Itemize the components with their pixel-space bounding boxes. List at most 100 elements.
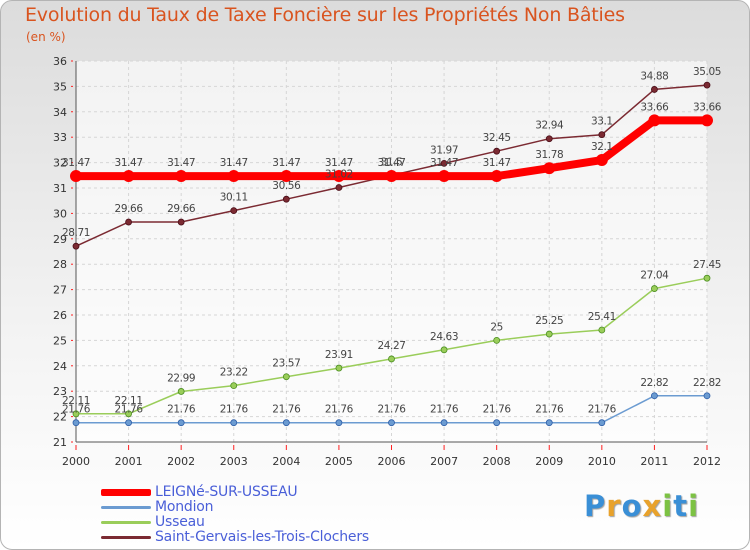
data-point <box>545 419 553 427</box>
data-point <box>490 170 503 183</box>
data-point <box>72 410 80 418</box>
data-label: 24.63 <box>430 331 458 343</box>
data-label: 32.94 <box>535 120 564 132</box>
y-tick-label: 29 <box>53 233 67 246</box>
data-point <box>651 86 658 93</box>
data-point <box>125 410 132 418</box>
data-label: 31.5 <box>381 156 403 168</box>
data-label: 21.76 <box>588 404 617 416</box>
y-tick-label: 36 <box>53 55 67 68</box>
data-label: 29.66 <box>115 203 144 215</box>
data-label: 31.97 <box>430 144 458 156</box>
data-label: 32.1 <box>591 141 613 153</box>
data-point <box>651 392 658 400</box>
data-point <box>230 419 238 427</box>
y-tick-label: 32 <box>53 157 67 170</box>
legend-item-saint-gervais[interactable]: Saint-Gervais-les-Trois-Clochers <box>101 529 401 545</box>
data-label: 22.82 <box>693 377 721 389</box>
x-tick-label: 2007 <box>430 455 458 468</box>
logo-letter: o <box>621 489 643 523</box>
data-label: 31.47 <box>430 157 458 169</box>
data-label: 31.78 <box>535 149 563 161</box>
data-point <box>598 326 606 334</box>
y-tick-label: 28 <box>53 258 67 271</box>
plot-area <box>76 61 707 442</box>
data-point <box>440 346 448 354</box>
logo-letter: i <box>662 489 674 523</box>
legend-item-leigne[interactable]: LEIGNé-SUR-USSEAU <box>101 484 401 500</box>
data-point <box>703 392 711 400</box>
data-point <box>282 195 290 203</box>
legend-label: Saint-Gervais-les-Trois-Clochers <box>155 529 369 545</box>
x-tick-label: 2002 <box>167 455 195 468</box>
data-point <box>493 419 501 427</box>
data-label: 31.47 <box>167 157 195 169</box>
proxiti-logo: Proxiti <box>584 489 699 523</box>
y-tick-label: 34 <box>53 106 67 119</box>
data-point <box>282 419 290 427</box>
data-point <box>598 419 606 427</box>
data-point <box>651 285 658 292</box>
logo-letter: x <box>642 489 663 523</box>
data-point <box>177 218 185 226</box>
y-tick-label: 30 <box>53 207 67 220</box>
data-point <box>335 419 343 427</box>
data-point <box>388 419 395 427</box>
data-point <box>125 419 132 427</box>
data-label: 31.47 <box>325 157 353 169</box>
data-label: 25.25 <box>535 315 563 327</box>
x-tick-label: 2010 <box>588 455 616 468</box>
data-label: 21.76 <box>535 404 564 416</box>
data-label: 25 <box>490 321 503 333</box>
data-point <box>177 388 185 395</box>
data-label: 21.76 <box>62 404 91 416</box>
data-label: 21.76 <box>167 404 196 416</box>
chart-title: Evolution du Taux de Taxe Foncière sur l… <box>25 4 625 26</box>
data-label: 31.47 <box>272 157 300 169</box>
data-point <box>230 207 238 215</box>
data-label: 29.66 <box>167 203 196 215</box>
legend-label: LEIGNé-SUR-USSEAU <box>155 484 298 500</box>
legend-swatch <box>101 521 151 524</box>
legend-item-mondion[interactable]: Mondion <box>101 499 401 515</box>
legend-swatch <box>101 489 151 496</box>
data-label: 34.88 <box>640 70 668 82</box>
data-label: 27.04 <box>640 270 669 282</box>
legend-item-usseau[interactable]: Usseau <box>101 514 401 530</box>
data-point <box>648 114 661 127</box>
data-point <box>703 81 711 89</box>
legend-label: Usseau <box>155 514 205 530</box>
data-label: 31.02 <box>325 168 353 180</box>
data-label: 33.66 <box>693 101 722 113</box>
data-label: 23.22 <box>220 367 248 379</box>
data-point <box>701 114 713 127</box>
data-label: 21.76 <box>483 404 512 416</box>
data-point <box>598 131 606 139</box>
data-point <box>493 147 501 155</box>
legend-swatch <box>101 506 151 509</box>
data-label: 23.91 <box>325 349 353 361</box>
y-tick-label: 22 <box>53 411 67 424</box>
y-tick-label: 33 <box>53 131 67 144</box>
data-point <box>175 170 188 183</box>
data-label: 27.45 <box>693 259 721 271</box>
data-point <box>388 355 395 363</box>
y-tick-label: 27 <box>53 284 67 297</box>
logo-letter: P <box>584 489 607 523</box>
x-tick-label: 2008 <box>483 455 511 468</box>
data-label: 25.41 <box>588 311 616 323</box>
y-tick-label: 25 <box>53 334 67 347</box>
data-point <box>125 218 132 226</box>
data-point <box>335 364 343 372</box>
data-point <box>230 382 238 390</box>
legend-label: Mondion <box>155 499 214 515</box>
y-tick-label: 24 <box>53 360 67 373</box>
data-point <box>332 170 345 183</box>
x-tick-label: 2011 <box>640 455 668 468</box>
unit-label: (en %) <box>26 30 66 44</box>
data-label: 23.57 <box>272 358 300 370</box>
y-tick-label: 26 <box>53 309 67 322</box>
logo-letter: r <box>606 489 622 523</box>
